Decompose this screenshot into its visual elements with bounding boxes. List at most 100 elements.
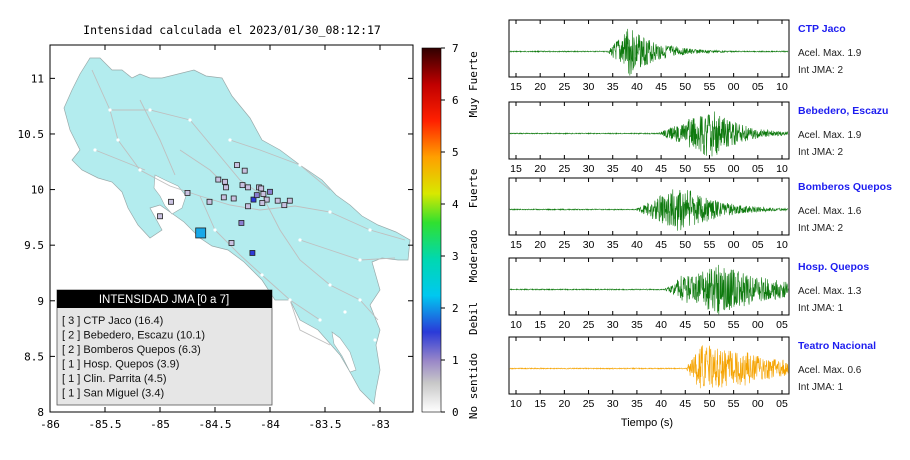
trace-tick-label: 25	[583, 319, 595, 331]
map-y-tick-label: 10.5	[18, 128, 45, 141]
station-marker	[281, 202, 288, 209]
trace-tick-label: 00	[728, 81, 740, 93]
trace-tick-label: 30	[607, 319, 619, 331]
map-x-tick-label: -85.5	[88, 418, 121, 431]
colorbar-tick-label: 2	[452, 302, 459, 315]
seismogram-panel: 10 15 20 25 30 35 40 45 50 55 00 05 Teatro Nacional A…	[508, 336, 876, 410]
station-marker	[230, 195, 237, 202]
trace-tick-label: 10	[776, 163, 788, 175]
colorbar-tick-label: 1	[452, 354, 459, 367]
trace-tick-label: 40	[631, 163, 643, 175]
station-marker	[250, 196, 257, 203]
colorbar-tick-label: 4	[452, 198, 459, 211]
colorbar-tick-label: 6	[452, 94, 459, 107]
trace-tick-label: 55	[728, 398, 740, 410]
station-marker	[234, 162, 240, 169]
station-marker	[206, 198, 213, 205]
trace-tick-label: 30	[583, 81, 595, 93]
trace-tick-label: 05	[776, 398, 788, 410]
station-marker	[249, 250, 256, 256]
legend-items: [ 3 ] CTP Jaco (16.4) [ 2 ] Bebedero, Esc…	[62, 315, 205, 400]
trace-tick-label: 35	[607, 163, 619, 175]
seismogram-panel: 15 20 25 30 35 40 45 50 55 00 05 10 Bebedero, Escazu…	[508, 101, 888, 175]
trace-tick-label: 55	[728, 319, 740, 331]
station-marker	[228, 240, 235, 246]
station-marker	[267, 188, 273, 195]
trace-tick-label: 15	[510, 163, 522, 175]
map-panel: -86 -85.5 -85 -84.5 -84 -83.5 -83 11 10.5 10 9.5 9…	[18, 44, 414, 431]
trace-tick-label: 25	[559, 239, 571, 251]
trace-tick-label: 15	[534, 319, 546, 331]
trace-tick-label: 45	[679, 319, 691, 331]
station-name: Bebedero, Escazu	[798, 105, 888, 117]
station-marker	[259, 200, 266, 206]
trace-tick-label: 35	[631, 319, 643, 331]
trace-tick-label: 45	[655, 163, 667, 175]
trace-tick-label: 30	[583, 239, 595, 251]
trace-tick-label: 10	[510, 398, 522, 410]
station-name: CTP Jaco	[798, 23, 846, 35]
map-title: Intensidad calculada el 2023/01/30_08:12…	[83, 23, 381, 37]
trace-tick-label: 30	[583, 163, 595, 175]
seismogram-trace	[509, 264, 789, 315]
acel-max: Acel. Max. 1.9	[798, 130, 862, 141]
trace-tick-label: 45	[655, 81, 667, 93]
trace-tick-label: 40	[655, 398, 667, 410]
seismogram-panel: 15 20 25 30 35 40 45 50 55 00 05 10 CTP Jaco Acel. Ma…	[508, 19, 862, 93]
time-axis-label: Tiempo (s)	[621, 417, 673, 429]
trace-tick-label: 20	[534, 163, 546, 175]
int-jma: Int JMA: 1	[798, 382, 843, 393]
station-marker	[260, 191, 267, 197]
trace-tick-label: 05	[776, 319, 788, 331]
trace-tick-label: 15	[510, 81, 522, 93]
colorbar-tick-label: 7	[452, 42, 459, 55]
trace-tick-label: 15	[510, 239, 522, 251]
station-marker	[215, 176, 222, 183]
legend-item: [ 2 ] Bebedero, Escazu (10.1)	[62, 330, 205, 342]
map-y-tick-label: 10	[31, 184, 44, 197]
station-name: Bomberos Quepos	[798, 181, 892, 193]
colorbar-category-label: Fuerte	[467, 169, 480, 209]
trace-tick-label: 30	[607, 398, 619, 410]
acel-max: Acel. Max. 1.6	[798, 206, 862, 217]
colorbar-ticks: 0 1 2 3 4 5 6 7	[441, 42, 459, 419]
station-marker	[263, 196, 270, 203]
legend-item: [ 1 ] Hosp. Quepos (3.9)	[62, 359, 179, 371]
station-marker	[239, 182, 246, 189]
trace-tick-label: 00	[752, 319, 764, 331]
station-marker	[168, 198, 174, 205]
trace-tick-label: 05	[752, 163, 764, 175]
colorbar: 0 1 2 3 4 5 6 7 No sentido Debil Moderado Fuerte Mu…	[421, 42, 480, 419]
colorbar-category-label: Muy Fuerte	[467, 51, 480, 117]
map-y-tick-label: 8.5	[24, 350, 44, 363]
legend-box	[56, 289, 273, 406]
trace-tick-label: 20	[534, 239, 546, 251]
station-marker	[157, 213, 163, 220]
colorbar-tick-label: 0	[452, 406, 459, 419]
trace-tick-label: 25	[583, 398, 595, 410]
city-dots	[93, 108, 377, 342]
acel-max: Acel. Max. 0.6	[798, 365, 862, 376]
trace-tick-label: 10	[776, 239, 788, 251]
trace-tick-label: 35	[631, 398, 643, 410]
acel-max: Acel. Max. 1.3	[798, 286, 862, 297]
trace-tick-label: 55	[704, 163, 716, 175]
acel-max: Acel. Max. 1.9	[798, 48, 862, 59]
trace-tick-label: 55	[704, 81, 716, 93]
gulf-dulce	[331, 331, 357, 373]
trace-tick-label: 35	[607, 81, 619, 93]
station-marker	[184, 190, 191, 196]
legend-item: [ 1 ] San Miguel (3.4)	[62, 388, 164, 400]
trace-tick-label: 50	[704, 398, 716, 410]
trace-tick-label: 50	[704, 319, 716, 331]
int-jma: Int JMA: 2	[798, 223, 843, 234]
trace-tick-label: 00	[728, 163, 740, 175]
seismogram-trace	[509, 189, 789, 231]
map-x-tick-label: -83.5	[308, 418, 341, 431]
trace-tick-label: 20	[559, 319, 571, 331]
seismogram-panel: 10 15 20 25 30 35 40 45 50 55 00 05 Hosp. Quepos Acel…	[508, 257, 869, 331]
station-marker	[221, 178, 228, 185]
map-x-ticks: -86 -85.5 -85 -84.5 -84 -83.5 -83	[40, 45, 390, 431]
trace-tick-label: 10	[510, 319, 522, 331]
